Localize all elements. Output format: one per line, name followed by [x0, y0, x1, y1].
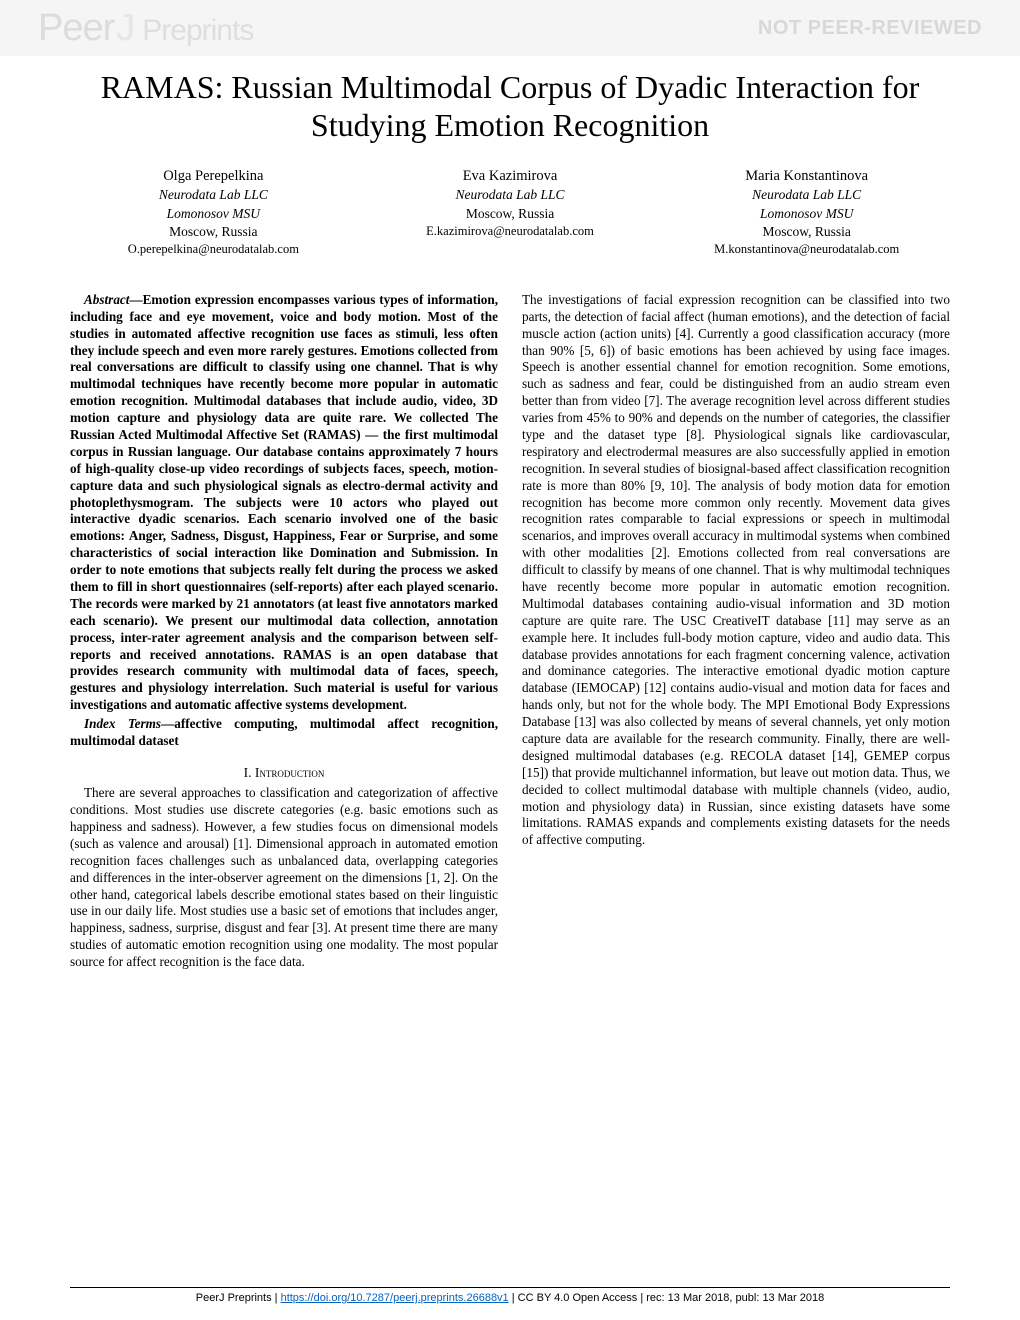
two-column-body: Abstract—Emotion expression encompasses …: [70, 292, 950, 971]
author-3-email: M.konstantinova@neurodatalab.com: [663, 241, 950, 258]
watermark-header: PeerJ Preprints NOT PEER-REVIEWED: [0, 0, 1020, 56]
author-3: Maria Konstantinova Neurodata Lab LLC Lo…: [663, 167, 950, 258]
left-column: Abstract—Emotion expression encompasses …: [70, 292, 498, 971]
brand-sub: Preprints: [142, 14, 253, 48]
author-3-affil1: Neurodata Lab LLC: [663, 186, 950, 204]
author-3-affil2: Lomonosov MSU: [663, 205, 950, 223]
page-footer: PeerJ Preprints | https://doi.org/10.728…: [70, 1287, 950, 1304]
author-1-affil2: Lomonosov MSU: [70, 205, 357, 223]
index-terms: Index Terms—affective computing, multimo…: [70, 716, 498, 750]
section-1-heading: I. Introduction: [70, 764, 498, 781]
index-lead: Index Terms: [84, 716, 161, 731]
footer-doi-link[interactable]: https://doi.org/10.7287/peerj.preprints.…: [281, 1292, 509, 1304]
author-1-city: Moscow, Russia: [70, 223, 357, 241]
intro-paragraph: There are several approaches to classifi…: [70, 785, 498, 971]
abstract-lead: Abstract: [84, 292, 129, 307]
author-1-affil1: Neurodata Lab LLC: [70, 186, 357, 204]
page-content: RAMAS: Russian Multimodal Corpus of Dyad…: [70, 62, 950, 1264]
footer-prefix: PeerJ Preprints |: [196, 1292, 281, 1304]
author-block: Olga Perepelkina Neurodata Lab LLC Lomon…: [70, 167, 950, 258]
brand-j: J: [116, 7, 134, 50]
author-2: Eva Kazimirova Neurodata Lab LLC Moscow,…: [367, 167, 654, 258]
footer-suffix: | CC BY 4.0 Open Access | rec: 13 Mar 20…: [509, 1292, 825, 1304]
author-3-city: Moscow, Russia: [663, 223, 950, 241]
watermark-status: NOT PEER-REVIEWED: [758, 17, 982, 40]
author-1-name: Olga Perepelkina: [70, 167, 357, 187]
author-3-name: Maria Konstantinova: [663, 167, 950, 187]
right-column-text: The investigations of facial expression …: [522, 292, 950, 849]
abstract-text: —Emotion expression encompasses various …: [70, 292, 498, 712]
author-2-email: E.kazimirova@neurodatalab.com: [367, 223, 654, 240]
author-1: Olga Perepelkina Neurodata Lab LLC Lomon…: [70, 167, 357, 258]
author-1-email: O.perepelkina@neurodatalab.com: [70, 241, 357, 258]
abstract: Abstract—Emotion expression encompasses …: [70, 292, 498, 714]
paper-title: RAMAS: Russian Multimodal Corpus of Dyad…: [70, 68, 950, 145]
author-2-city: Moscow, Russia: [367, 205, 654, 223]
author-2-name: Eva Kazimirova: [367, 167, 654, 187]
right-column: The investigations of facial expression …: [522, 292, 950, 971]
brand-peer: Peer: [38, 7, 114, 50]
watermark-brand: PeerJ Preprints: [38, 7, 253, 50]
author-2-affil1: Neurodata Lab LLC: [367, 186, 654, 204]
